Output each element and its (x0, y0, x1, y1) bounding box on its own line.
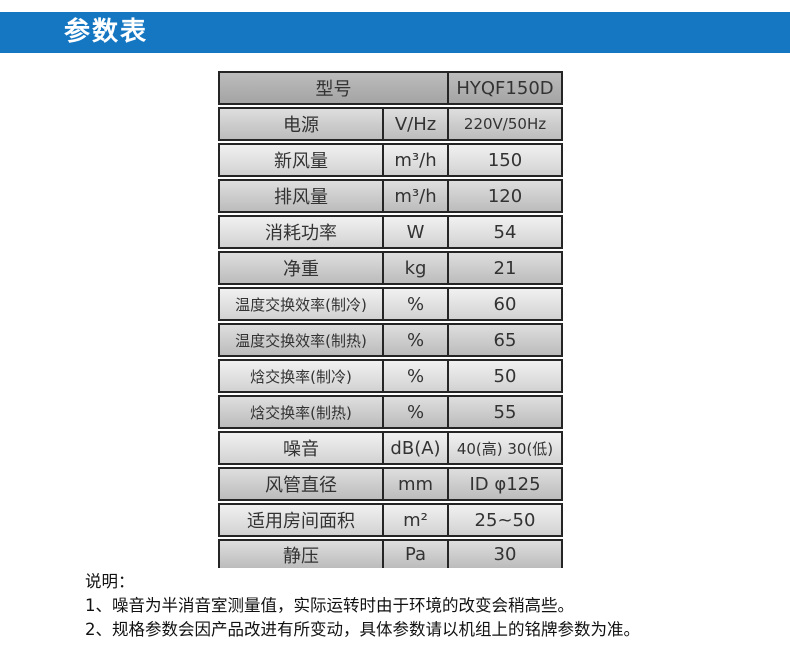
table-row: 新风量 m³/h 150 (218, 143, 563, 177)
table-row: 消耗功率 W 54 (218, 215, 563, 249)
row-label: 焓交换率(制冷) (250, 367, 352, 386)
row-unit: % (382, 397, 447, 427)
row-value: 30 (447, 541, 561, 568)
row-unit: Pa (382, 541, 447, 568)
table-row: 静压 Pa 30 (218, 539, 563, 568)
row-unit: m³/h (382, 181, 447, 211)
spec-table: 型号 HYQF150D 电源 V/Hz 220V/50Hz 新风量 m³/h 150 排风量… (218, 71, 563, 568)
notes-heading: 说明： (85, 572, 135, 591)
table-rows: 电源 V/Hz 220V/50Hz 新风量 m³/h 150 排风量 m³/h 120 消耗功率 W… (218, 107, 563, 568)
row-value: 54 (447, 217, 561, 247)
row-value: 21 (447, 253, 561, 283)
model-label: 型号 (315, 79, 352, 100)
row-label: 温度交换效率(制冷) (235, 295, 367, 314)
table-row: 焓交换率(制热)% 55 (218, 395, 563, 429)
row-unit: V/Hz (382, 109, 447, 139)
row-value: 50 (447, 361, 561, 391)
row-label: 新风量 (274, 151, 328, 172)
row-label: 静压 (283, 545, 319, 567)
row-unit: m³/h (382, 145, 447, 175)
row-value: 120 (447, 181, 561, 211)
model-value: HYQF150D (447, 73, 561, 103)
table-row: 焓交换率(制冷)% 50 (218, 359, 563, 393)
row-label: 电源 (283, 115, 319, 136)
row-unit: kg (382, 253, 447, 283)
row-label: 风管直径 (265, 475, 337, 496)
page-title: 参数表 (64, 17, 149, 47)
row-unit: m² (382, 505, 447, 535)
row-value: 40(高) 30(低) (447, 433, 561, 463)
row-value: 220V/50Hz (447, 109, 561, 139)
row-unit: % (382, 361, 447, 391)
row-label: 消耗功率 (265, 223, 337, 244)
row-unit: W (382, 217, 447, 247)
note-line: 1、噪音为半消音室测量值，实际运转时由于环境的改变会稍高些。 (85, 596, 574, 615)
table-row: 噪音 dB(A) 40(高) 30(低) (218, 431, 563, 465)
row-unit: % (382, 289, 447, 319)
table-row: 净重 kg 21 (218, 251, 563, 285)
table-row: 电源 V/Hz 220V/50Hz (218, 107, 563, 141)
table-row: 风管直径 mm ID φ125 (218, 467, 563, 501)
table-row: 温度交换效率(制冷)% 60 (218, 287, 563, 321)
row-value: 25~50 (447, 505, 561, 535)
row-value: 60 (447, 289, 561, 319)
row-label: 焓交换率(制热) (250, 403, 352, 422)
row-unit: % (382, 325, 447, 355)
notes-list: 1、噪音为半消音室测量值，实际运转时由于环境的改变会稍高些。 2、规格参数会因产品… (85, 594, 705, 642)
row-value: ID φ125 (447, 469, 561, 499)
table-row: 排风量 m³/h 120 (218, 179, 563, 213)
table-row: 温度交换效率(制热)% 65 (218, 323, 563, 357)
row-label: 温度交换效率(制热) (235, 331, 367, 350)
row-label: 适用房间面积 (247, 511, 355, 532)
notes-section: 说明： 1、噪音为半消音室测量值，实际运转时由于环境的改变会稍高些。 2、规格参数… (85, 570, 705, 642)
row-label: 噪音 (283, 439, 319, 460)
row-value: 65 (447, 325, 561, 355)
row-value: 150 (447, 145, 561, 175)
table-row: 适用房间面积 m² 25~50 (218, 503, 563, 537)
note-line: 2、规格参数会因产品改进有所变动，具体参数请以机组上的铭牌参数为准。 (85, 620, 640, 639)
row-unit: dB(A) (382, 433, 447, 463)
row-label: 排风量 (274, 187, 328, 208)
row-unit: mm (382, 469, 447, 499)
row-value: 55 (447, 397, 561, 427)
title-banner: 参数表 (0, 12, 790, 53)
model-header-row: 型号 HYQF150D (218, 71, 563, 105)
row-label: 净重 (283, 259, 319, 280)
